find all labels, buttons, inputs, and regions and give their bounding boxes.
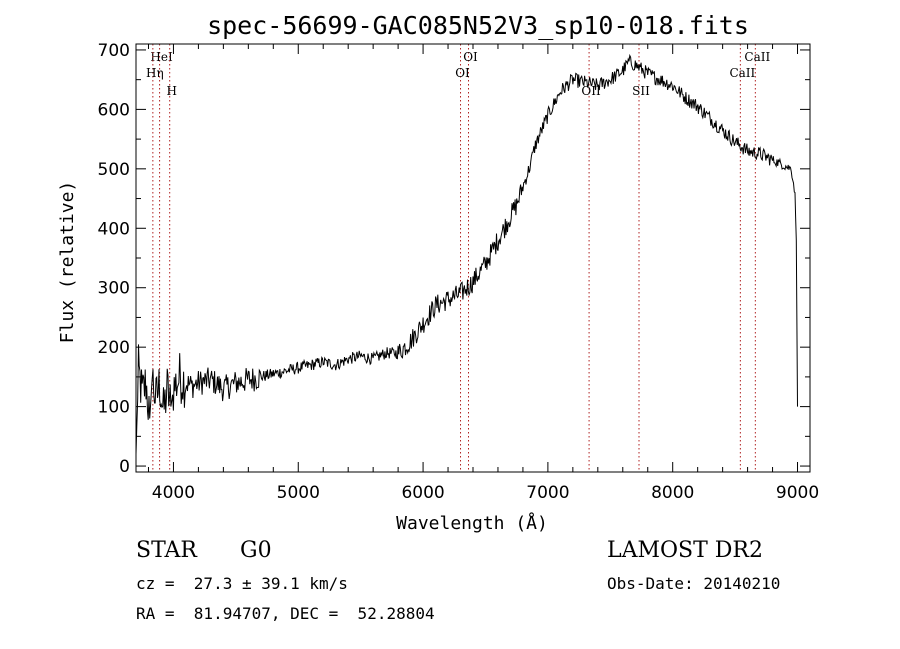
line-marker-label-4: OI [455, 66, 470, 80]
object-class: STAR [136, 538, 197, 563]
y-axis-label: Flux (relative) [57, 181, 78, 344]
y-tick-label-600: 600 [98, 100, 130, 120]
line-marker-label-3: OI [463, 50, 478, 64]
x-axis-label: Wavelength (Å) [396, 512, 548, 534]
line-marker-label-0: HeI [150, 50, 173, 64]
x-tick-label-9000: 9000 [776, 483, 819, 503]
spectrum-series-line [136, 53, 798, 455]
survey-name: LAMOST DR2 [607, 538, 763, 563]
observation-date: Obs-Date: 20140210 [607, 574, 781, 593]
y-tick-label-300: 300 [98, 279, 130, 299]
x-tick-label-6000: 6000 [401, 483, 444, 503]
coordinates-text: RA = 81.94707, DEC = 52.28804 [136, 604, 435, 623]
x-tick-label-8000: 8000 [651, 483, 694, 503]
line-marker-label-2: H [166, 84, 176, 98]
plot-frame [135, 43, 811, 473]
y-tick-label-700: 700 [98, 41, 130, 61]
line-marker-label-7: CaII [744, 50, 770, 64]
y-tick-label-100: 100 [98, 398, 130, 418]
y-tick-label-200: 200 [98, 338, 130, 358]
line-marker-label-6: SII [632, 84, 650, 98]
x-tick-label-5000: 5000 [277, 483, 320, 503]
x-tick-label-7000: 7000 [526, 483, 569, 503]
y-tick-label-0: 0 [119, 457, 130, 477]
chart-title: spec-56699-GAC085N52V3_sp10-018.fits [207, 11, 749, 40]
x-tick-label-4000: 4000 [152, 483, 195, 503]
line-marker-label-1: Hη [146, 66, 164, 80]
object-subclass: G0 [240, 538, 272, 563]
y-tick-label-400: 400 [98, 219, 130, 239]
line-marker-label-8: CaII [729, 66, 755, 80]
y-tick-label-500: 500 [98, 160, 130, 180]
redshift-text: cz = 27.3 ± 39.1 km/s [136, 574, 348, 593]
